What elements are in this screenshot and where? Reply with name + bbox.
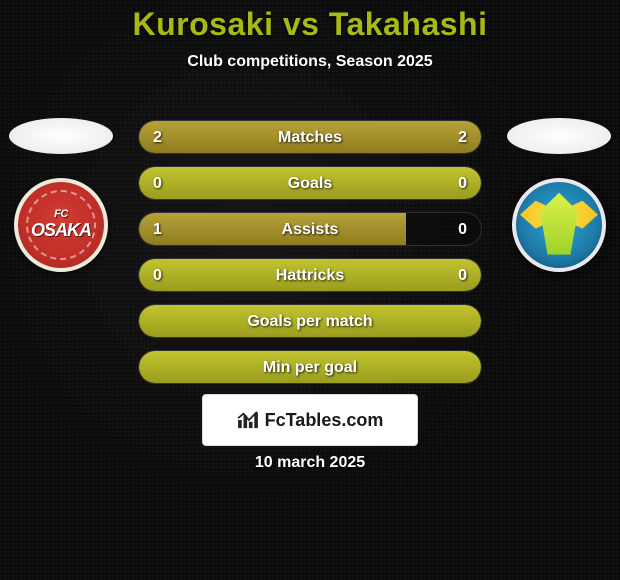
stat-row: 10Assists <box>138 212 482 246</box>
player-right <box>504 118 614 272</box>
comparison-infographic: Kurosaki vs Takahashi Club competitions,… <box>0 0 620 580</box>
crest-shape <box>540 193 578 255</box>
player-photo-placeholder <box>9 118 113 154</box>
player-left: FC OSAKA <box>6 118 116 272</box>
stat-row: Goals per match <box>138 304 482 338</box>
stat-label: Assists <box>139 213 481 246</box>
club-crest-right <box>512 178 606 272</box>
stat-row: 00Goals <box>138 166 482 200</box>
chart-icon <box>237 411 259 429</box>
stats-container: 22Matches 00Goals 10Assists 00Hattricks Goal… <box>138 120 482 396</box>
stat-label: Hattricks <box>139 259 481 292</box>
stat-label: Goals <box>139 167 481 200</box>
brand-box[interactable]: FcTables.com <box>202 394 418 446</box>
stat-label: Goals per match <box>139 305 481 338</box>
stat-label: Matches <box>139 121 481 154</box>
stat-row: 00Hattricks <box>138 258 482 292</box>
page-title: Kurosaki vs Takahashi <box>0 0 620 43</box>
club-crest-left: FC OSAKA <box>14 178 108 272</box>
crest-text: OSAKA <box>18 220 104 241</box>
stat-label: Min per goal <box>139 351 481 384</box>
stat-row: Min per goal <box>138 350 482 384</box>
player-photo-placeholder <box>507 118 611 154</box>
stat-row: 22Matches <box>138 120 482 154</box>
page-subtitle: Club competitions, Season 2025 <box>0 53 620 71</box>
crest-text: FC <box>18 208 104 220</box>
brand-label: FcTables.com <box>265 410 384 431</box>
date-text: 10 march 2025 <box>0 454 620 472</box>
